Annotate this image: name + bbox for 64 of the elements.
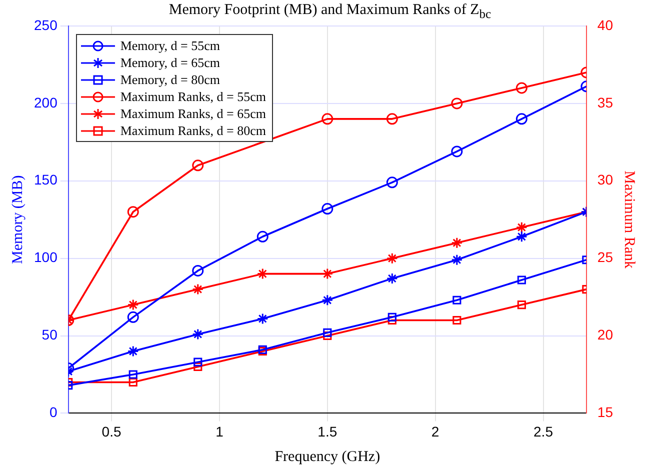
point [451,237,463,249]
point [127,206,139,218]
point [323,328,332,337]
point [192,264,204,276]
x-tick-label: 2 [431,423,440,440]
point [194,358,202,366]
x-tick-label: 1 [216,423,224,440]
y2-tick-label: 40 [597,16,614,33]
point [386,272,398,284]
y-tick-label: 100 [34,249,58,266]
y-tick-label: 150 [34,172,58,188]
y-tick-label: 250 [34,16,58,33]
y-tick-label: 200 [34,94,58,110]
chart-title: Memory Footprint (MB) and Maximum Ranks of Z$_{bc}$ [168,2,492,22]
point [516,82,528,94]
point [516,230,528,242]
point [192,160,204,172]
legend-label: Maximum Ranks, d = 65cm [120,105,266,122]
point [386,113,398,125]
point [388,312,396,322]
point [516,113,528,125]
y-tick-label: 50 [42,326,58,343]
point [127,311,139,323]
point [322,113,334,125]
y-axis-title: Memory (MB) [10,175,26,264]
point [322,203,334,215]
point [192,328,204,340]
point [322,268,334,280]
x-tick-label: 0.5 [102,423,122,440]
legend-label: Maximum Ranks, d = 80cm [120,122,266,139]
legend-label: Memory, d = 55cm [120,37,220,54]
point [451,98,463,110]
point [452,296,462,304]
x-tick-label: 2.5 [534,423,554,440]
y2-tick-label: 25 [597,249,614,266]
point [194,362,202,372]
point [386,252,398,264]
point [127,299,139,311]
legend-label: Memory, d = 65cm [120,54,220,71]
legend-label: Maximum Ranks, d = 55cm [120,88,266,105]
point [386,176,398,188]
point [451,146,463,158]
point [256,268,268,280]
y2-tick-label: 15 [597,404,614,420]
point [127,346,139,357]
x-axis-title: Frequency (GHz) [274,448,380,465]
point [517,276,526,284]
y2-tick-label: 20 [597,326,614,343]
y2-axis-title: Maximum Rank [621,170,638,270]
legend-label: Memory, d = 80cm [120,71,220,88]
point [128,378,138,387]
point [517,300,526,310]
point [516,222,528,234]
point [322,294,334,306]
point [452,316,462,325]
point [192,284,204,296]
point [128,370,138,379]
y2-tick-label: 30 [597,172,614,188]
point [451,254,463,266]
point [256,312,268,324]
point [256,230,268,242]
y-tick-label: 0 [50,404,58,420]
y2-tick-label: 35 [597,94,614,110]
x-tick-label: 1.5 [318,423,338,440]
